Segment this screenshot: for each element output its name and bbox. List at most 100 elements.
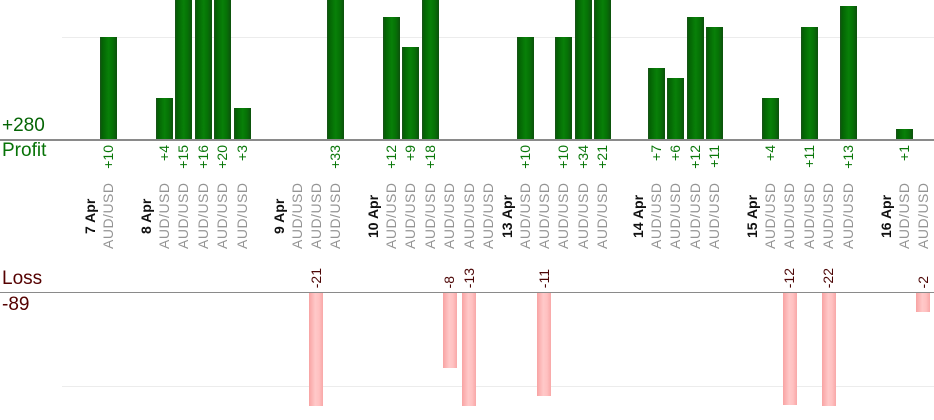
profit-value-label: +4 [762, 145, 778, 161]
loss-value-label: -21 [307, 267, 324, 288]
profit-value-label: +20 [214, 145, 231, 169]
loss-total: -89 [2, 294, 30, 315]
profit-bar [648, 67, 665, 139]
profit-bar [895, 128, 913, 139]
profit-value-label: +12 [686, 145, 703, 169]
loss-bar [309, 293, 324, 406]
profit-value-label: +3 [233, 145, 250, 161]
profit-bar [402, 47, 420, 139]
pair-label: AUD/USD [460, 182, 477, 250]
date-label: 13 Apr [498, 194, 515, 238]
loss-axis-label: Loss [2, 268, 43, 289]
pair-label: AUD/USD [648, 182, 664, 250]
pair-label: AUD/USD [895, 182, 912, 250]
pair-label: AUD/USD [480, 182, 496, 250]
profit-bar [214, 0, 232, 139]
profit-value-label: +33 [327, 145, 344, 169]
pair-label: AUD/USD [914, 182, 931, 250]
pair-label: AUD/USD [686, 182, 703, 250]
pair-label: AUD/USD [839, 182, 856, 250]
pair-label: AUD/USD [288, 182, 305, 250]
profit-value-label: +4 [156, 145, 172, 161]
loss-axis-line [0, 291, 934, 293]
profit-value-label: +7 [648, 145, 664, 161]
profit-bar [839, 6, 857, 139]
date-label: 14 Apr [630, 194, 646, 238]
date-label: 10 Apr [365, 194, 381, 238]
profit-bar [800, 26, 818, 139]
loss-bar [821, 293, 836, 406]
profit-bar [156, 98, 173, 139]
profit-value-label: +15 [175, 145, 192, 169]
profit-bar [706, 26, 724, 139]
pair-label: AUD/USD [156, 182, 172, 250]
loss-bar [537, 293, 552, 396]
loss-value-label: -11 [535, 268, 552, 288]
loss-pane [0, 293, 934, 406]
profit-value-label: +1 [895, 145, 912, 161]
loss-bar [442, 293, 457, 368]
profit-value-label: +10 [516, 145, 533, 169]
date-label: 7 Apr [82, 198, 98, 234]
loss-value-label: -12 [781, 267, 798, 288]
pair-label: AUD/USD [820, 182, 837, 250]
pair-label: AUD/USD [383, 182, 399, 250]
profit-gridline [62, 37, 934, 38]
pair-label: AUD/USD [194, 182, 211, 250]
profit-bar [100, 37, 117, 139]
pair-label: AUD/USD [327, 182, 344, 250]
profit-value-label: +11 [706, 145, 723, 168]
profit-value-label: +11 [800, 145, 817, 168]
loss-gridline [62, 386, 934, 387]
pair-label: AUD/USD [421, 182, 438, 250]
profit-value-label: +10 [100, 145, 116, 169]
pair-label: AUD/USD [307, 182, 324, 250]
profit-bar [233, 108, 251, 139]
pair-label: AUD/USD [214, 182, 231, 250]
profit-bar [555, 37, 573, 139]
profit-value-label: +6 [667, 145, 684, 161]
pair-label: AUD/USD [233, 182, 250, 250]
loss-value-label: -8 [441, 275, 458, 288]
profit-value-label: +10 [555, 145, 572, 169]
pair-label: AUD/USD [535, 182, 552, 250]
profit-value-label: +16 [194, 145, 211, 169]
profit-total: +280 [2, 115, 45, 136]
date-label: 16 Apr [877, 194, 894, 238]
loss-bar [462, 293, 477, 406]
profit-bar [516, 37, 534, 139]
profit-value-label: +21 [594, 145, 611, 169]
date-label: 8 Apr [138, 198, 154, 234]
pair-label: AUD/USD [706, 182, 723, 250]
profit-value-label: +13 [839, 145, 856, 169]
profit-bar [194, 0, 212, 139]
loss-bar [916, 293, 931, 312]
profit-bar [175, 0, 193, 139]
date-label: 15 Apr [744, 194, 760, 238]
profit-pane [0, 0, 934, 139]
pair-label: AUD/USD [594, 182, 611, 250]
loss-value-label: -13 [460, 267, 477, 288]
pair-label: AUD/USD [555, 182, 572, 250]
profit-axis-line [0, 139, 934, 141]
pair-label: AUD/USD [800, 182, 817, 250]
loss-value-label: -2 [914, 275, 931, 288]
profit-value-label: +18 [421, 145, 438, 169]
profit-bar [667, 77, 685, 139]
pair-label: AUD/USD [100, 182, 116, 250]
pair-label: AUD/USD [574, 182, 591, 250]
date-label: 9 Apr [270, 198, 287, 234]
profit-bar [762, 98, 779, 139]
pair-label: AUD/USD [781, 182, 798, 250]
pair-label: AUD/USD [762, 182, 778, 250]
profit-value-label: +12 [383, 145, 399, 169]
profit-value-label: +9 [402, 145, 419, 161]
profit-bar [594, 0, 612, 139]
pair-label: AUD/USD [402, 182, 419, 250]
loss-bar [782, 293, 797, 406]
profit-value-label: +34 [574, 145, 591, 169]
loss-value-label: -22 [820, 267, 837, 288]
profit-bar [383, 16, 400, 139]
profit-bar [421, 0, 439, 139]
